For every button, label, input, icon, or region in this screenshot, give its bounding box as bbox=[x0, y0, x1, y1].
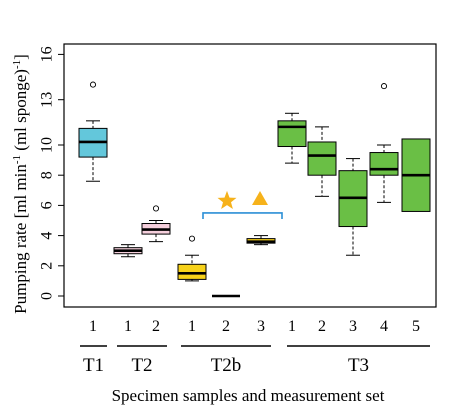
box-body bbox=[307, 141, 337, 176]
superscript: -1 bbox=[11, 155, 23, 164]
y-tick-label: 2 bbox=[39, 262, 56, 270]
group-label-t3: T3 bbox=[348, 355, 369, 376]
y-tick-label: 0 bbox=[39, 292, 56, 300]
y-tick-label: 4 bbox=[39, 232, 56, 240]
x-tick-label: 1 bbox=[288, 318, 296, 335]
x-tick-label: 2 bbox=[318, 318, 326, 335]
box-body bbox=[277, 120, 307, 148]
x-tick-label: 1 bbox=[124, 318, 132, 335]
ylabel-part: Pumping rate [ml min bbox=[11, 164, 30, 314]
outlier-point bbox=[380, 83, 388, 90]
y-tick-label: 13 bbox=[39, 92, 56, 108]
box-t1-1 bbox=[78, 81, 108, 182]
y-tick-label: 16 bbox=[39, 46, 56, 62]
box-t3-1 bbox=[277, 112, 307, 164]
superscript: -1 bbox=[11, 60, 23, 69]
x-tick-label: 2 bbox=[222, 318, 230, 335]
box-t3-5 bbox=[401, 138, 431, 212]
triangle-icon bbox=[252, 190, 268, 205]
x-tick-label: 3 bbox=[349, 318, 357, 335]
x-tick-label: 5 bbox=[412, 318, 420, 335]
group-label-t2b: T2b bbox=[211, 355, 242, 376]
outlier-point bbox=[89, 81, 97, 88]
star-icon bbox=[217, 190, 237, 209]
x-tick-label: 1 bbox=[188, 318, 196, 335]
box-body bbox=[369, 152, 399, 176]
outlier-point bbox=[188, 235, 196, 242]
box-t3-4 bbox=[369, 83, 399, 203]
ylabel-part: (ml sponge) bbox=[11, 69, 30, 155]
x-tick-label: 1 bbox=[89, 318, 97, 335]
group-label-t1: T1 bbox=[83, 355, 104, 376]
box-t2-2 bbox=[141, 205, 171, 243]
box-t2b-1 bbox=[177, 235, 207, 282]
y-axis-title: Pumping rate [ml min-1 (ml sponge)-1] bbox=[11, 54, 30, 314]
x-tick-label: 4 bbox=[380, 318, 388, 335]
box-t2-1 bbox=[113, 244, 143, 258]
annotation-bracket bbox=[202, 212, 283, 219]
box-t3-3 bbox=[338, 158, 368, 256]
outlier-point bbox=[152, 205, 160, 212]
y-tick-label: 10 bbox=[39, 137, 56, 153]
y-tick-label: 6 bbox=[39, 201, 56, 209]
x-tick-label: 3 bbox=[257, 318, 265, 335]
x-tick-label: 2 bbox=[152, 318, 160, 335]
box-t3-2 bbox=[307, 126, 337, 197]
y-tick-label: 8 bbox=[39, 171, 56, 179]
group-label-t2: T2 bbox=[131, 355, 152, 376]
box-t2b-3 bbox=[246, 235, 276, 246]
box-body bbox=[177, 263, 207, 280]
x-axis-title: Specimen samples and measurement set bbox=[112, 386, 385, 405]
ylabel-part: ] bbox=[11, 54, 30, 60]
